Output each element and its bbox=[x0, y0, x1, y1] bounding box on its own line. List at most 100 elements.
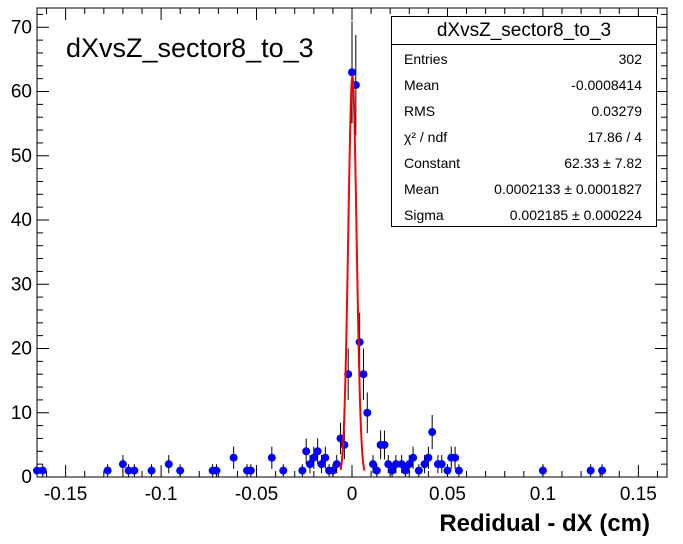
point-marker bbox=[397, 460, 406, 469]
point-marker bbox=[246, 466, 255, 475]
data-point bbox=[451, 446, 460, 469]
data-point bbox=[414, 464, 423, 477]
x-tick-label: 0.15 bbox=[620, 484, 657, 505]
data-point bbox=[130, 464, 139, 477]
point-marker bbox=[388, 466, 397, 475]
data-point bbox=[147, 464, 156, 477]
point-marker bbox=[355, 338, 364, 347]
axis-ticks: -0.15 -0.1 -0.05 0 0.05 0.1 0.15 0 10 20 30 40 50 60 7… bbox=[11, 8, 667, 505]
point-marker bbox=[103, 466, 112, 475]
data-point bbox=[348, 21, 356, 124]
point-marker bbox=[33, 466, 41, 475]
data-point bbox=[380, 430, 389, 460]
point-marker bbox=[124, 466, 133, 475]
stats-row: Entries 302 bbox=[404, 51, 642, 67]
x-axis-label: Redidual - dX (cm) bbox=[439, 510, 650, 537]
point-marker bbox=[414, 466, 423, 475]
point-marker bbox=[118, 460, 127, 469]
data-point bbox=[409, 446, 418, 469]
data-point bbox=[33, 464, 41, 477]
point-marker bbox=[443, 466, 452, 475]
point-marker bbox=[38, 466, 47, 475]
point-marker bbox=[317, 460, 326, 469]
y-tick-label: 10 bbox=[11, 403, 32, 424]
histogram-title: dXvsZ_sector8_to_3 bbox=[66, 33, 314, 63]
point-marker bbox=[401, 466, 410, 475]
point-marker bbox=[598, 466, 607, 475]
data-point bbox=[443, 464, 452, 477]
data-point bbox=[164, 455, 173, 474]
point-marker bbox=[267, 453, 276, 462]
x-tick-label: -0.1 bbox=[145, 484, 178, 505]
point-marker bbox=[359, 370, 368, 379]
stats-row: χ² / ndf 17.86 / 4 bbox=[404, 129, 642, 145]
data-point bbox=[372, 464, 381, 477]
point-marker bbox=[306, 460, 314, 469]
data-point bbox=[363, 392, 372, 434]
point-marker bbox=[538, 466, 547, 475]
data-point bbox=[298, 464, 307, 477]
point-marker bbox=[309, 453, 318, 462]
y-tick-label: 50 bbox=[11, 146, 32, 167]
gaussian-fit-curve bbox=[339, 75, 366, 471]
point-marker bbox=[298, 466, 307, 475]
stats-row: Sigma 0.002185 ± 0.000224 bbox=[404, 207, 642, 223]
data-point bbox=[38, 464, 47, 477]
point-marker bbox=[586, 466, 595, 475]
point-marker bbox=[229, 453, 238, 462]
data-point bbox=[401, 464, 410, 477]
point-marker bbox=[437, 460, 446, 469]
data-point bbox=[279, 464, 288, 477]
data-point bbox=[246, 464, 255, 477]
x-tick-label: -0.05 bbox=[235, 484, 278, 505]
point-marker bbox=[328, 466, 337, 475]
y-tick-label: 30 bbox=[11, 274, 32, 295]
data-point bbox=[302, 438, 311, 465]
point-marker bbox=[302, 447, 311, 456]
data-point bbox=[328, 464, 337, 477]
point-marker bbox=[428, 428, 437, 437]
stats-row: Constant 62.33 ± 7.82 bbox=[404, 155, 642, 171]
point-marker bbox=[454, 466, 463, 475]
data-point bbox=[428, 415, 437, 450]
data-point bbox=[267, 446, 276, 469]
point-marker bbox=[405, 460, 414, 469]
point-marker bbox=[279, 466, 288, 475]
y-tick-label: 20 bbox=[11, 339, 32, 360]
data-point bbox=[118, 455, 127, 474]
data-point bbox=[538, 464, 547, 477]
y-tick-label: 70 bbox=[11, 17, 32, 38]
point-marker bbox=[164, 460, 173, 469]
data-point bbox=[103, 464, 112, 477]
point-marker bbox=[348, 68, 356, 77]
data-point bbox=[212, 464, 221, 477]
point-marker bbox=[380, 440, 389, 449]
data-point bbox=[229, 446, 238, 469]
point-marker bbox=[451, 453, 460, 462]
data-point bbox=[359, 348, 368, 400]
y-tick-label: 40 bbox=[11, 210, 32, 231]
data-point bbox=[332, 455, 341, 474]
x-tick-label: 0.1 bbox=[530, 484, 556, 505]
data-point bbox=[424, 446, 433, 469]
stats-row: Mean 0.0002133 ± 0.0001827 bbox=[404, 181, 642, 197]
data-point bbox=[313, 438, 322, 465]
x-tick-label: 0 bbox=[347, 484, 358, 505]
data-point bbox=[454, 464, 463, 477]
point-marker bbox=[147, 466, 156, 475]
data-point bbox=[391, 455, 400, 474]
point-marker bbox=[176, 466, 185, 475]
data-point bbox=[586, 464, 595, 477]
data-point bbox=[176, 464, 185, 477]
point-marker bbox=[384, 460, 393, 469]
point-marker bbox=[212, 466, 221, 475]
point-marker bbox=[372, 466, 381, 475]
point-marker bbox=[424, 453, 433, 462]
stats-row: Mean -0.0008414 bbox=[404, 77, 642, 93]
y-tick-label: 60 bbox=[11, 82, 32, 103]
point-marker bbox=[363, 408, 372, 417]
data-point bbox=[437, 455, 446, 474]
stats-row: RMS 0.03279 bbox=[404, 103, 642, 119]
point-marker bbox=[369, 460, 377, 469]
